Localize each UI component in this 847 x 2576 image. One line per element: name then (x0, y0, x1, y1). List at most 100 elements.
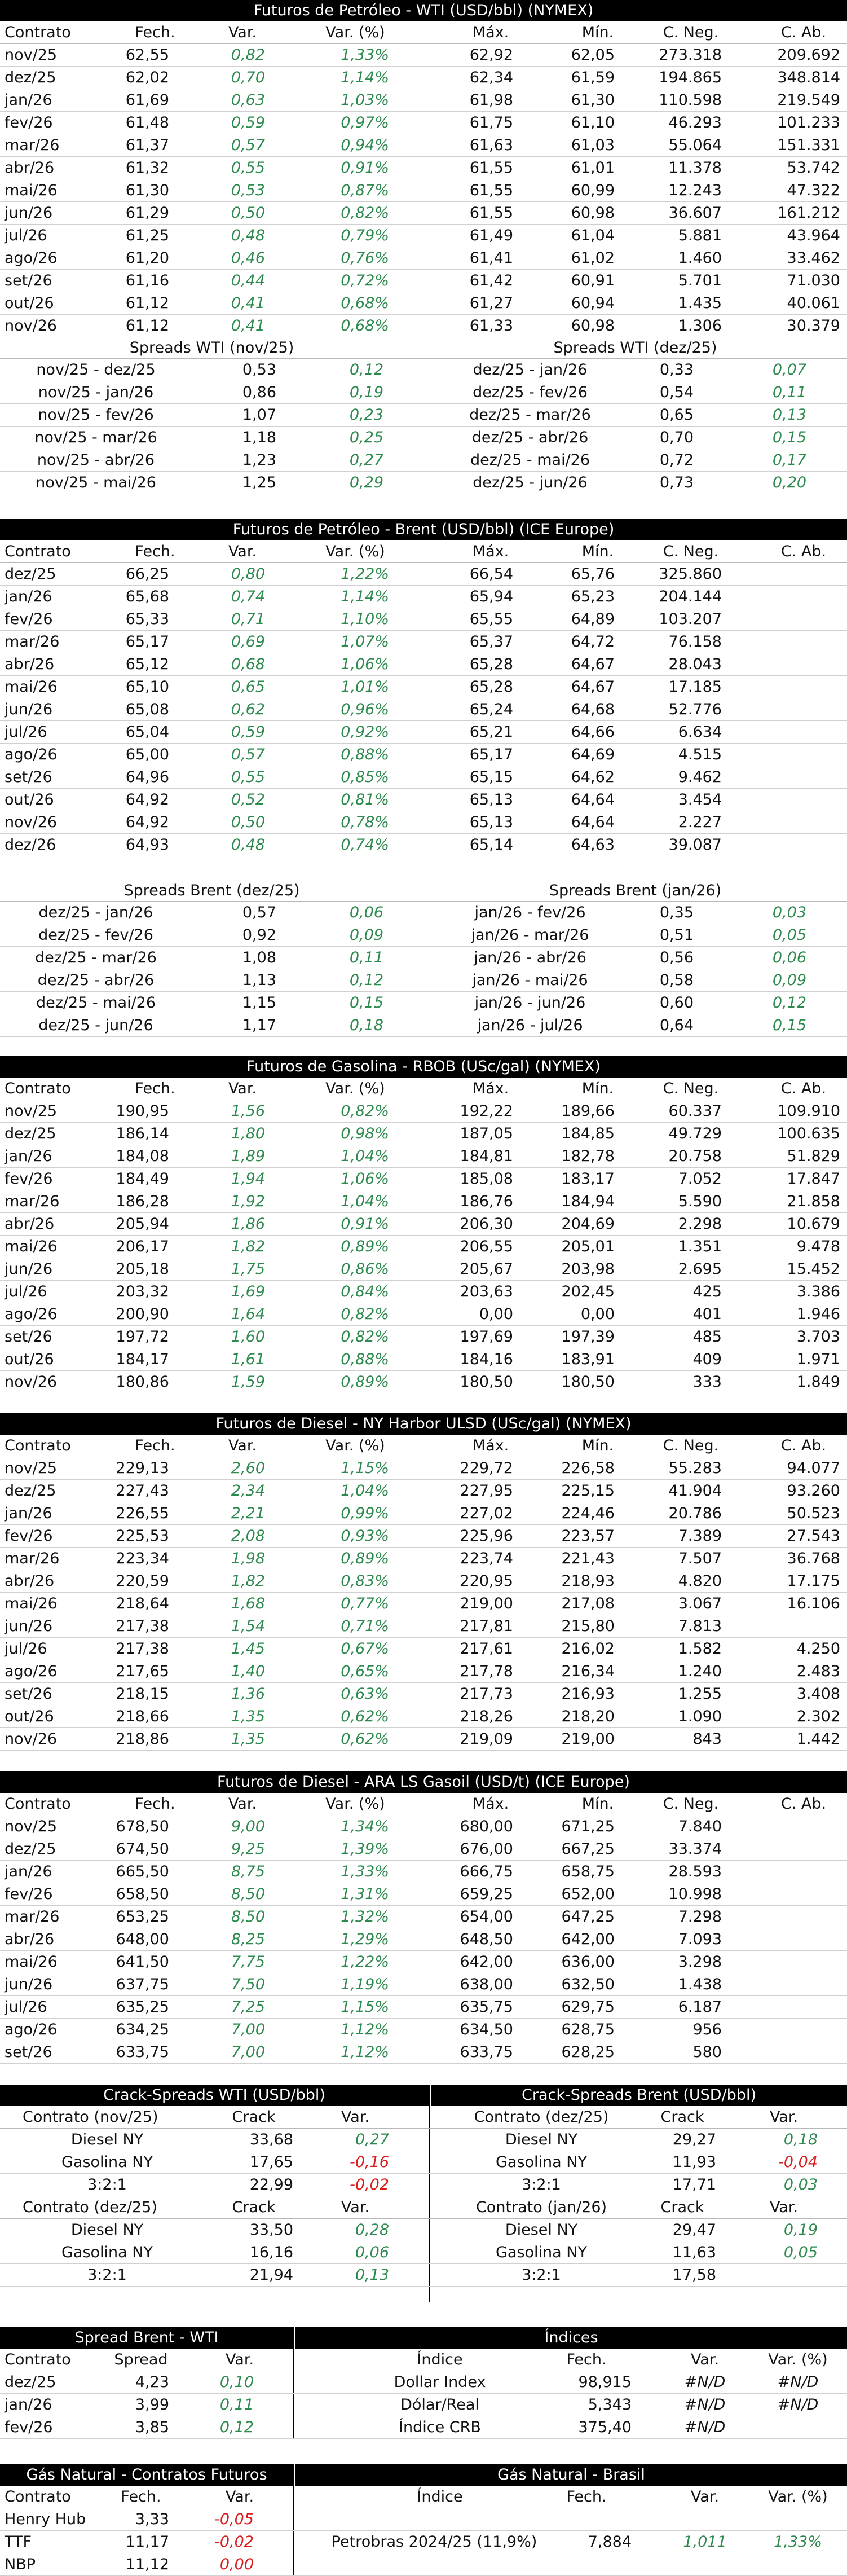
brent-cell: 0,69 (231, 633, 265, 650)
wti-spread-cell: 0,72 (659, 451, 694, 469)
brent-cell: 0,68 (231, 656, 265, 673)
wti-spread-cell: 0,25 (349, 429, 383, 446)
rbob-cell: abr/26 (5, 1215, 55, 1233)
gasoil-cell: 9,00 (231, 1818, 265, 1835)
crack-row: 3:2:1 21,94 0,13 3:2:1 17,58 (0, 2264, 847, 2287)
ulsd-cell: 0,89% (341, 1550, 389, 1567)
index-value: 98,915 (578, 2373, 632, 2391)
gasoil-cell: 7,25 (231, 1998, 265, 2016)
brent-cell: abr/26 (5, 656, 55, 673)
spread-bw-var: 0,11 (219, 2396, 254, 2414)
ulsd-row: mar/26 223,34 1,98 0,89% 223,74 221,43 7.507 36… (0, 1548, 847, 1570)
crack-col-header: Contrato (dez/25) (474, 2108, 609, 2126)
gas-contract: NBP (5, 2556, 36, 2573)
ulsd-cell: 216,93 (561, 1685, 615, 1703)
brent-spread-cell: 0,51 (659, 926, 694, 944)
ulsd-cell: 220,59 (116, 1572, 169, 1590)
gasoil-cell: 1,12% (341, 2043, 389, 2061)
brent-cell: 65,15 (469, 768, 513, 786)
rbob-row: jan/26 184,08 1,89 1,04% 184,81 182,78 20.758 5… (0, 1145, 847, 1168)
indices-col-header: Índice (417, 2351, 463, 2368)
crack-label: Diesel NY (505, 2221, 578, 2239)
brent-cell: 65,10 (125, 678, 169, 696)
ulsd-cell: 216,34 (561, 1663, 615, 1680)
wti-cell: 60,94 (571, 294, 615, 312)
wti-cell: 0,55 (231, 159, 265, 177)
wti-row: fev/26 61,48 0,59 0,97% 61,75 61,10 46.293 101.… (0, 112, 847, 134)
rbob-row: dez/25 186,14 1,80 0,98% 187,05 184,85 49.729 1… (0, 1123, 847, 1145)
ulsd-cell: 218,20 (561, 1708, 615, 1725)
ulsd-cell: 217,61 (460, 1640, 513, 1658)
gas-brasil-title: Gás Natural - Brasil (295, 2464, 847, 2486)
gasoil-cell: 667,25 (561, 1840, 615, 1858)
gasoil-col-header: Máx. (472, 1795, 509, 1813)
rbob-cell: 186,76 (460, 1193, 513, 1210)
brent-spread-row: dez/25 - jan/26 0,57 0,06 jan/26 - fev/26 0,… (0, 902, 847, 924)
rbob-cell: 1.849 (796, 1373, 840, 1391)
rbob-cell: 206,17 (116, 1238, 169, 1255)
wti-spread-cell: dez/25 - jan/26 (473, 361, 588, 379)
wti-cell: 219.549 (777, 91, 840, 109)
index-var-pct: #N/D (777, 2373, 819, 2391)
ulsd-cell: 1.090 (678, 1708, 722, 1725)
brent-cell: dez/25 (5, 565, 56, 583)
wti-cell: 0,57 (231, 137, 265, 154)
brent-spread-row: dez/25 - fev/26 0,92 0,09 jan/26 - mar/26 0,… (0, 924, 847, 947)
brent-spread-row: dez/25 - mar/26 1,08 0,11 jan/26 - abr/26 0,… (0, 947, 847, 969)
ulsd-cell: 0,62% (341, 1730, 389, 1748)
brent-cell: 0,59 (231, 723, 265, 741)
gasoil-cell: 638,00 (460, 1976, 513, 1993)
rbob-cell: 10.679 (787, 1215, 840, 1233)
gasoil-cell: 678,50 (116, 1818, 169, 1835)
wti-row: nov/26 61,12 0,41 0,68% 61,33 60,98 1.306 30.37… (0, 315, 847, 337)
brent-cell: 64,67 (571, 656, 615, 673)
gasoil-cell: 642,00 (561, 1931, 615, 1948)
ulsd-row: jun/26 217,38 1,54 0,71% 217,81 215,80 7.813 (0, 1615, 847, 1638)
rbob-cell: 0,89% (341, 1238, 389, 1255)
index-var: #N/D (684, 2419, 726, 2436)
wti-col-header: C. Ab. (780, 24, 827, 41)
brent-cell: 0,96% (341, 701, 389, 718)
wti-cell: fev/26 (5, 114, 53, 131)
wti-cell: mar/26 (5, 137, 60, 154)
brent-cell: 0,57 (231, 746, 265, 763)
wti-row: abr/26 61,32 0,55 0,91% 61,55 61,01 11.378 53.7… (0, 157, 847, 179)
brent-title: Futuros de Petróleo - Brent (USD/bbl) (I… (0, 519, 847, 540)
wti-spread-cell: 0,23 (349, 406, 383, 424)
brent-col-header: Contrato (5, 543, 71, 560)
wti-cell: 33.462 (787, 249, 840, 267)
wti-cell: 60,99 (571, 182, 615, 199)
ulsd-cell: 1,40 (231, 1663, 265, 1680)
rbob-row: fev/26 184,49 1,94 1,06% 185,08 183,17 7.052 17… (0, 1168, 847, 1190)
brent-col-header: Var. (%) (325, 543, 385, 560)
brent-cell: fev/26 (5, 610, 53, 628)
brent-spread-left-title: Spreads Brent (dez/25) (123, 882, 300, 899)
gas-contract: TTF (5, 2533, 32, 2551)
brent-row: abr/26 65,12 0,68 1,06% 65,28 64,67 28.043 (0, 653, 847, 676)
crack-col-header: Var. (769, 2199, 799, 2216)
ulsd-col-header: C. Neg. (663, 1437, 719, 1454)
gasoil-cell: 9,25 (231, 1840, 265, 1858)
wti-cell: 0,59 (231, 114, 265, 131)
wti-spread-cell: 0,12 (349, 361, 383, 379)
gasoil-cell: 7.298 (678, 1908, 722, 1926)
rbob-cell: dez/25 (5, 1125, 56, 1142)
brent-cell: 64,67 (571, 678, 615, 696)
wti-cell: 1,03% (341, 91, 389, 109)
gasoil-cell: 1,12% (341, 2021, 389, 2038)
brent-spread-row: dez/25 - mai/26 1,15 0,15 jan/26 - jun/26 0,… (0, 992, 847, 1014)
gasoil-cell: 658,75 (561, 1863, 615, 1880)
rbob-cell: 3.386 (796, 1283, 840, 1300)
wti-cell: 61,49 (469, 227, 513, 244)
crack-col-header: Contrato (jan/26) (475, 2199, 607, 2216)
rbob-cell: 51.829 (787, 1148, 840, 1165)
brent-cell: 28.043 (668, 656, 722, 673)
rbob-col-header: Fech. (135, 1080, 175, 1097)
wti-spread-cell: dez/25 - abr/26 (471, 429, 589, 446)
wti-cell: out/26 (5, 294, 54, 312)
rbob-cell: 1,89 (231, 1148, 265, 1165)
brent-cell: 52.776 (668, 701, 722, 718)
ulsd-cell: 7.507 (678, 1550, 722, 1567)
wti-cell: 61,01 (571, 159, 615, 177)
ulsd-cell: 27.543 (787, 1527, 840, 1545)
